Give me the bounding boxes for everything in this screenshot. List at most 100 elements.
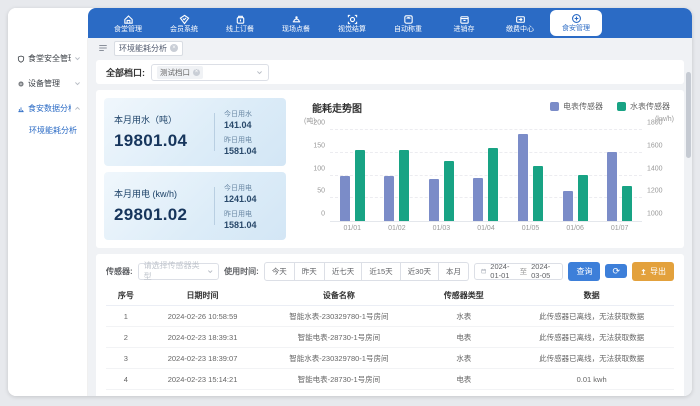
x-axis-label: 01/05: [522, 221, 540, 232]
vision-checkout-icon: [347, 14, 358, 25]
water-sub2-label: 昨日用电: [224, 135, 276, 145]
table-row: 52024-02-23 15:13:25智能水表-230329780-1号房间水…: [106, 390, 674, 397]
sidebar-group-label: 食堂安全管理: [28, 53, 71, 64]
sidebar-subitem[interactable]: 环境能耗分析: [8, 121, 87, 140]
table-cell: 2024-02-23 15:13:25: [146, 390, 260, 397]
table-cell: 此传感器已离线，无法获取数据: [509, 327, 674, 348]
gear-icon: [17, 80, 25, 88]
time-range-button[interactable]: 近15天: [362, 262, 400, 281]
right-axis-tick: 1800: [642, 120, 663, 127]
date-range-picker[interactable]: 2024-01-01 至 2024-03-05: [474, 263, 563, 280]
time-range-button[interactable]: 本月: [439, 262, 469, 281]
table-cell: 3: [106, 348, 146, 369]
right-axis-tick: 1400: [642, 165, 663, 172]
water-stat-card: 本月用水（吨） 19801.04 今日用水 141.04 昨日用电 1581.0…: [104, 98, 286, 166]
sidebar-group[interactable]: 设备管理: [8, 71, 87, 96]
export-button[interactable]: 导出: [632, 262, 674, 281]
date-end: 2024-03-05: [531, 262, 556, 280]
stall-filter-label: 全部档口:: [106, 66, 145, 79]
nav-item[interactable]: 现场点餐: [270, 10, 322, 38]
chevron-down-icon: [74, 80, 81, 87]
nav-item[interactable]: 缴费中心: [494, 10, 546, 38]
electric-bar: [607, 152, 617, 221]
x-axis-label: 01/07: [611, 221, 629, 232]
time-range-button[interactable]: 近30天: [401, 262, 439, 281]
nav-item[interactable]: 食安管理: [550, 10, 602, 36]
table-cell: 智能水表-230329780-1号房间: [259, 306, 418, 327]
table-cell: 智能电表-28730-1号房间: [259, 369, 418, 390]
table-cell: 5: [106, 390, 146, 397]
nav-item-label: 自动称重: [394, 26, 422, 34]
chevron-down-icon: [74, 55, 81, 62]
nav-item-label: 食安管理: [562, 25, 590, 33]
bar-groups: 01/01 01/02 01/03 01/04 01/05 01/06 01/0…: [330, 130, 642, 221]
table-cell: 2024-02-26 10:58:59: [146, 306, 260, 327]
scrollbar-thumb[interactable]: [686, 72, 691, 158]
stall-filter-bar: 全部档口: 测试档口 ×: [96, 60, 684, 84]
nav-item-label: 视觉结算: [338, 26, 366, 34]
electric-sub1-label: 今日用电: [224, 183, 276, 193]
nav-item-label: 食堂管理: [114, 26, 142, 34]
time-range-button[interactable]: 今天: [264, 262, 295, 281]
nav-item[interactable]: 自动称重: [382, 10, 434, 38]
left-axis-tick: 0: [321, 211, 330, 218]
stall-select[interactable]: 测试档口 ×: [151, 64, 269, 81]
table-header-cell: 序号: [106, 286, 146, 306]
auto-weigh-icon: [403, 14, 414, 25]
sensor-filter-label: 传感器:: [106, 266, 133, 277]
table-cell: 智能水表-230329780-1号房间: [259, 390, 418, 397]
time-range-button[interactable]: 近七天: [325, 262, 363, 281]
sensor-type-select[interactable]: 请选择传感器类型: [138, 263, 219, 280]
member-icon: [179, 14, 190, 25]
logo-zone: [8, 8, 88, 38]
onsite-order-icon: [291, 14, 302, 25]
sidebar-group[interactable]: 食安数据分析: [8, 96, 87, 121]
x-axis-label: 01/04: [477, 221, 495, 232]
bar-group: 01/05: [518, 130, 543, 221]
left-axis-tick: 50: [317, 188, 330, 195]
legend-electric-sensor[interactable]: 电表传感器: [550, 101, 603, 112]
bar-group: 01/06: [563, 130, 588, 221]
legend-water-sensor[interactable]: 水表传感器: [617, 101, 670, 112]
stats-chart-panel: 本月用水（吨） 19801.04 今日用水 141.04 昨日用电 1581.0…: [96, 90, 684, 248]
nav-item[interactable]: 线上订餐: [214, 10, 266, 38]
shield-icon: [17, 55, 25, 63]
chevron-down-icon: [256, 69, 263, 76]
refresh-button[interactable]: ⟳: [605, 264, 627, 278]
time-range-button-group: 今天昨天近七天近15天近30天本月: [264, 262, 469, 281]
table-cell: 智能电表-28730-1号房间: [259, 327, 418, 348]
open-tab-environment-energy[interactable]: 环境能耗分析 ×: [114, 41, 183, 56]
water-bar: [533, 166, 543, 222]
electric-sub2-value: 1581.04: [224, 220, 276, 230]
bar-group: 01/03: [429, 130, 454, 221]
table-cell: 电表: [418, 369, 509, 390]
sidebar-group-label: 设备管理: [28, 78, 71, 89]
nav-item[interactable]: 视觉结算: [326, 10, 378, 38]
table-cell: 此传感器已离线，无法获取数据: [509, 348, 674, 369]
home-icon: [123, 14, 134, 25]
nav-item[interactable]: 进销存: [438, 10, 490, 38]
table-cell: 2024-02-23 18:39:07: [146, 348, 260, 369]
time-filter-label: 使用时间:: [224, 266, 259, 277]
time-range-button[interactable]: 昨天: [295, 262, 325, 281]
table-header-row: 序号日期时间设备名称传感器类型数据: [106, 286, 674, 306]
nav-item[interactable]: 食堂管理: [102, 10, 154, 38]
menu-hamburger-icon[interactable]: [98, 43, 108, 53]
divider: [214, 113, 215, 151]
chart-icon: [17, 105, 25, 113]
sidebar-group[interactable]: 食堂安全管理: [8, 46, 87, 71]
close-icon[interactable]: ×: [193, 69, 200, 76]
nav-item-label: 现场点餐: [282, 26, 310, 34]
x-axis-label: 01/01: [344, 221, 362, 232]
table-row: 22024-02-23 18:39:31智能电表-28730-1号房间电表此传感…: [106, 327, 674, 348]
chart-plot-area: 05010015020010001200140016001800 01/01 0…: [330, 130, 642, 222]
stat-cards-column: 本月用水（吨） 19801.04 今日用水 141.04 昨日用电 1581.0…: [104, 98, 286, 240]
nav-item[interactable]: 会员系统: [158, 10, 210, 38]
water-bar: [355, 150, 365, 221]
bar-group: 01/02: [384, 130, 409, 221]
close-icon[interactable]: ×: [170, 44, 178, 52]
left-axis-tick: 100: [313, 165, 330, 172]
water-bar: [444, 161, 454, 221]
search-button[interactable]: 查询: [568, 262, 600, 281]
x-axis-label: 01/06: [566, 221, 584, 232]
